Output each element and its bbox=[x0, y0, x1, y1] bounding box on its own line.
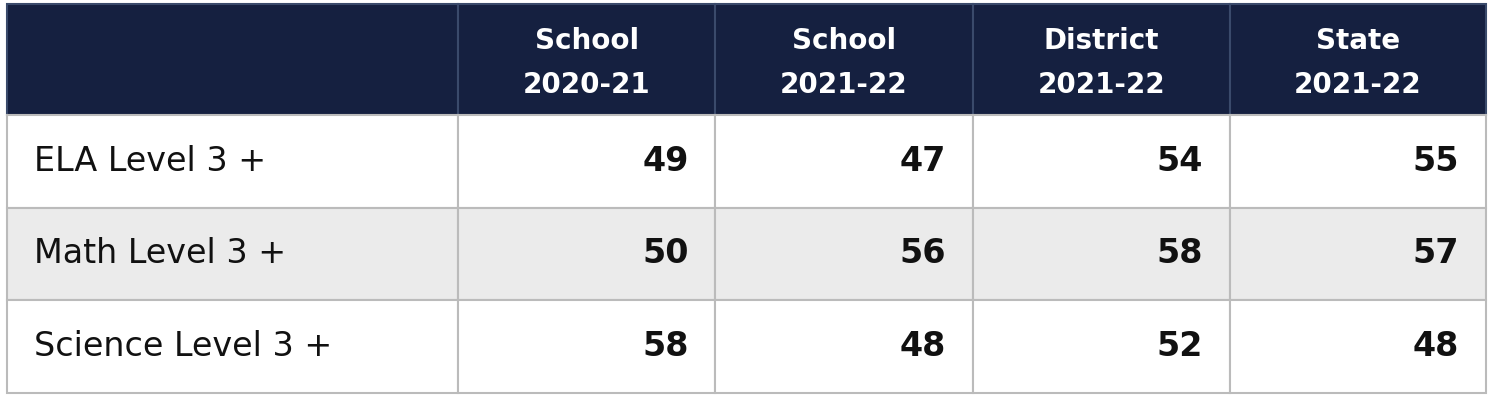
Bar bbox=[458, 300, 715, 393]
Bar bbox=[7, 208, 458, 300]
Text: 49: 49 bbox=[642, 145, 688, 178]
Text: 48: 48 bbox=[1412, 330, 1459, 363]
Text: 58: 58 bbox=[1157, 237, 1203, 270]
Bar bbox=[7, 300, 458, 393]
Text: 50: 50 bbox=[642, 237, 688, 270]
Bar bbox=[972, 300, 1230, 393]
Bar bbox=[458, 115, 715, 208]
Bar bbox=[972, 4, 1230, 115]
Text: 58: 58 bbox=[642, 330, 688, 363]
Text: ELA Level 3 +: ELA Level 3 + bbox=[34, 145, 266, 178]
Text: 48: 48 bbox=[900, 330, 947, 363]
Bar bbox=[715, 115, 972, 208]
Bar bbox=[458, 4, 715, 115]
Bar bbox=[1230, 208, 1486, 300]
Text: 2020-21: 2020-21 bbox=[523, 71, 651, 99]
Bar bbox=[972, 115, 1230, 208]
Bar bbox=[715, 300, 972, 393]
Text: 2021-22: 2021-22 bbox=[1294, 71, 1421, 99]
Text: 54: 54 bbox=[1157, 145, 1203, 178]
Bar bbox=[972, 208, 1230, 300]
Text: 2021-22: 2021-22 bbox=[1038, 71, 1165, 99]
Text: District: District bbox=[1044, 27, 1159, 54]
Text: State: State bbox=[1315, 27, 1400, 54]
Bar bbox=[7, 4, 458, 115]
Bar bbox=[1230, 4, 1486, 115]
Bar bbox=[1230, 300, 1486, 393]
Text: Math Level 3 +: Math Level 3 + bbox=[34, 237, 287, 270]
Text: 55: 55 bbox=[1412, 145, 1459, 178]
Text: 47: 47 bbox=[900, 145, 947, 178]
Text: 57: 57 bbox=[1412, 237, 1459, 270]
Text: 2021-22: 2021-22 bbox=[781, 71, 908, 99]
Text: School: School bbox=[534, 27, 639, 54]
Text: Science Level 3 +: Science Level 3 + bbox=[34, 330, 333, 363]
Bar bbox=[715, 208, 972, 300]
Text: School: School bbox=[791, 27, 896, 54]
Bar bbox=[7, 115, 458, 208]
Text: 56: 56 bbox=[900, 237, 947, 270]
Bar bbox=[1230, 115, 1486, 208]
Bar bbox=[715, 4, 972, 115]
Bar bbox=[458, 208, 715, 300]
Text: 52: 52 bbox=[1157, 330, 1203, 363]
